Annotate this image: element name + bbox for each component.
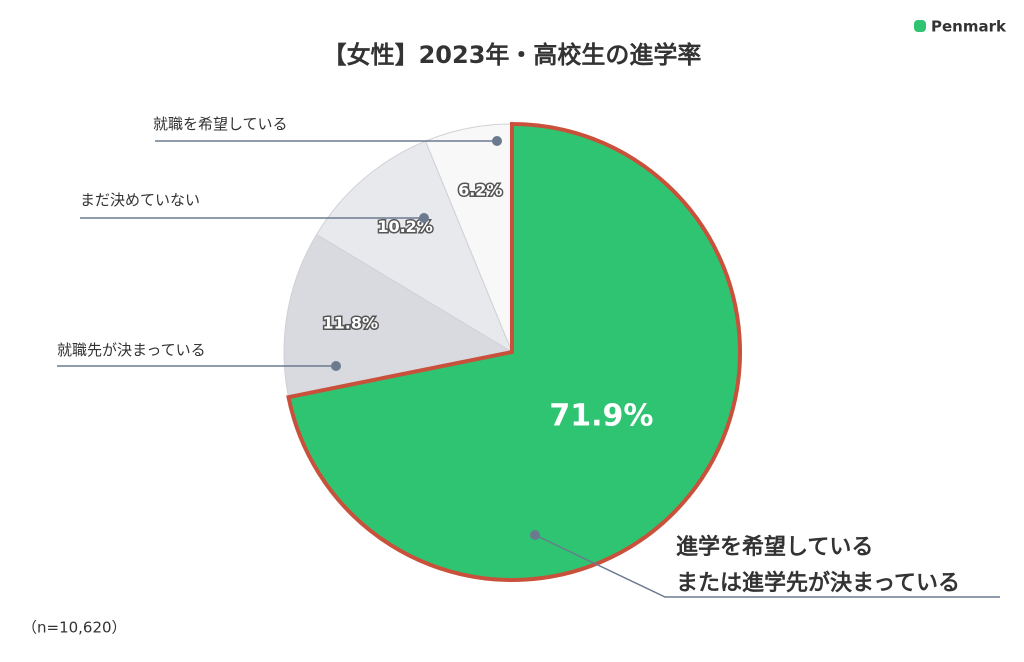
pie-slice (315, 140, 514, 354)
brand-logo: Penmark (914, 18, 1007, 36)
leader-dot (331, 361, 341, 371)
category-label: 就職を希望している (153, 115, 288, 133)
brand-name: Penmark (931, 18, 1007, 36)
category-label: 進学を希望している または進学先が決まっている (676, 535, 961, 596)
leader-line (534, 534, 1000, 598)
pie-slice (283, 233, 514, 398)
chart-title: 【女性】2023年・高校生の進学率 (323, 41, 702, 69)
pie-slice (286, 121, 742, 582)
category-label: 就職先が決まっている (57, 341, 206, 359)
logo-icon (914, 20, 926, 32)
value-label: 71.9% (549, 398, 653, 433)
value-label: 6.2% (458, 180, 502, 199)
value-label: 11.8% (322, 314, 378, 333)
leader-dot (492, 136, 502, 146)
leader-dot (530, 530, 540, 540)
value-label: 10.2% (377, 217, 433, 236)
leader-dot (419, 213, 429, 223)
pie (283, 121, 742, 582)
sample-note: （n=10,620） (22, 619, 127, 637)
category-label: まだ決めていない (80, 191, 201, 209)
